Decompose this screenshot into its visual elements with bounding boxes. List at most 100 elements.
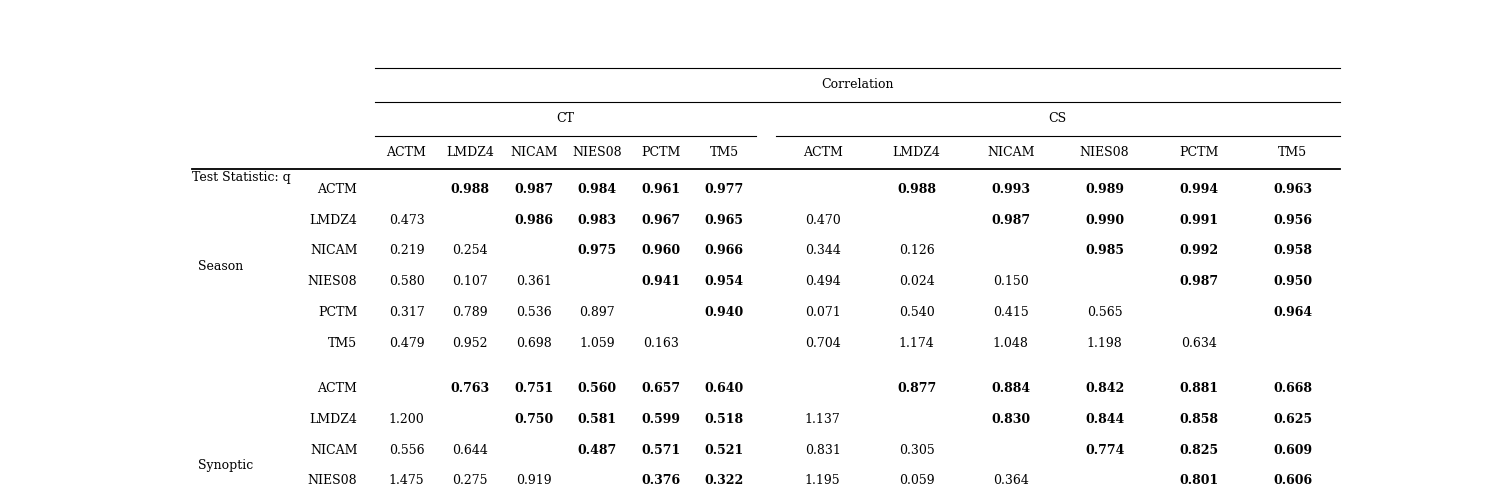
Text: ACTM: ACTM	[318, 382, 358, 395]
Text: 0.919: 0.919	[516, 474, 552, 488]
Text: PCTM: PCTM	[641, 146, 680, 159]
Text: 0.751: 0.751	[514, 382, 553, 395]
Text: 0.830: 0.830	[992, 413, 1030, 426]
Text: 0.640: 0.640	[705, 382, 744, 395]
Text: LMDZ4: LMDZ4	[310, 214, 358, 226]
Text: 0.987: 0.987	[514, 183, 553, 196]
Text: 0.941: 0.941	[641, 275, 680, 288]
Text: 0.986: 0.986	[514, 214, 553, 226]
Text: 0.950: 0.950	[1273, 275, 1312, 288]
Text: 0.322: 0.322	[705, 474, 744, 488]
Text: 0.844: 0.844	[1085, 413, 1124, 426]
Text: 0.881: 0.881	[1179, 382, 1218, 395]
Text: 0.606: 0.606	[1273, 474, 1312, 488]
Text: 0.831: 0.831	[805, 444, 841, 457]
Text: 0.518: 0.518	[705, 413, 744, 426]
Text: 1.475: 1.475	[389, 474, 425, 488]
Text: TM5: TM5	[328, 337, 358, 350]
Text: NICAM: NICAM	[987, 146, 1035, 159]
Text: 0.609: 0.609	[1273, 444, 1312, 457]
Text: 0.801: 0.801	[1179, 474, 1218, 488]
Text: 0.657: 0.657	[641, 382, 680, 395]
Text: 0.960: 0.960	[641, 244, 680, 258]
Text: 0.344: 0.344	[805, 244, 841, 258]
Text: 0.964: 0.964	[1273, 306, 1312, 319]
Text: PCTM: PCTM	[318, 306, 358, 319]
Text: 0.415: 0.415	[993, 306, 1029, 319]
Text: 1.137: 1.137	[805, 413, 841, 426]
Text: 0.698: 0.698	[516, 337, 552, 350]
Text: NICAM: NICAM	[310, 244, 358, 258]
Text: 0.150: 0.150	[993, 275, 1029, 288]
Text: 0.991: 0.991	[1179, 214, 1218, 226]
Text: PCTM: PCTM	[1179, 146, 1218, 159]
Text: NIES08: NIES08	[307, 275, 358, 288]
Text: 0.842: 0.842	[1085, 382, 1124, 395]
Text: 0.993: 0.993	[992, 183, 1030, 196]
Text: 0.581: 0.581	[577, 413, 617, 426]
Text: 0.825: 0.825	[1179, 444, 1218, 457]
Text: 0.644: 0.644	[452, 444, 488, 457]
Text: 0.163: 0.163	[643, 337, 678, 350]
Text: 0.940: 0.940	[705, 306, 744, 319]
Text: 0.988: 0.988	[450, 183, 489, 196]
Text: 0.565: 0.565	[1087, 306, 1123, 319]
Text: 0.470: 0.470	[805, 214, 841, 226]
Text: 0.994: 0.994	[1179, 183, 1218, 196]
Text: 0.126: 0.126	[899, 244, 935, 258]
Text: 0.967: 0.967	[641, 214, 680, 226]
Text: 0.473: 0.473	[389, 214, 425, 226]
Text: 0.984: 0.984	[577, 183, 617, 196]
Text: 1.059: 1.059	[580, 337, 614, 350]
Text: 0.479: 0.479	[389, 337, 425, 350]
Text: 0.599: 0.599	[641, 413, 680, 426]
Text: 0.305: 0.305	[899, 444, 935, 457]
Text: NIES08: NIES08	[307, 474, 358, 488]
Text: 0.571: 0.571	[641, 444, 680, 457]
Text: 0.958: 0.958	[1273, 244, 1312, 258]
Text: 0.965: 0.965	[705, 214, 744, 226]
Text: Synoptic: Synoptic	[198, 459, 253, 472]
Text: 0.540: 0.540	[899, 306, 935, 319]
Text: ACTM: ACTM	[318, 183, 358, 196]
Text: 0.763: 0.763	[450, 382, 489, 395]
Text: 0.521: 0.521	[705, 444, 744, 457]
Text: 0.774: 0.774	[1085, 444, 1124, 457]
Text: 0.634: 0.634	[1181, 337, 1217, 350]
Text: 0.884: 0.884	[992, 382, 1030, 395]
Text: NICAM: NICAM	[310, 444, 358, 457]
Text: 0.536: 0.536	[516, 306, 552, 319]
Text: 1.200: 1.200	[389, 413, 425, 426]
Text: 0.858: 0.858	[1179, 413, 1218, 426]
Text: 0.988: 0.988	[898, 183, 936, 196]
Text: 0.877: 0.877	[898, 382, 936, 395]
Text: 0.789: 0.789	[452, 306, 488, 319]
Text: 0.275: 0.275	[452, 474, 488, 488]
Text: 0.376: 0.376	[641, 474, 680, 488]
Text: 0.556: 0.556	[389, 444, 425, 457]
Text: 0.487: 0.487	[577, 444, 617, 457]
Text: 1.198: 1.198	[1087, 337, 1123, 350]
Text: ACTM: ACTM	[386, 146, 426, 159]
Text: 0.956: 0.956	[1273, 214, 1312, 226]
Text: CT: CT	[556, 112, 574, 125]
Text: 0.987: 0.987	[992, 214, 1030, 226]
Text: 0.364: 0.364	[993, 474, 1029, 488]
Text: 0.954: 0.954	[705, 275, 744, 288]
Text: Season: Season	[198, 260, 243, 273]
Text: NIES08: NIES08	[1079, 146, 1130, 159]
Text: 1.195: 1.195	[805, 474, 841, 488]
Text: Correlation: Correlation	[822, 79, 893, 91]
Text: 0.494: 0.494	[805, 275, 841, 288]
Text: 0.059: 0.059	[899, 474, 935, 488]
Text: LMDZ4: LMDZ4	[893, 146, 941, 159]
Text: 0.977: 0.977	[705, 183, 744, 196]
Text: 0.990: 0.990	[1085, 214, 1124, 226]
Text: 0.704: 0.704	[805, 337, 841, 350]
Text: Test Statistic: q: Test Statistic: q	[192, 171, 291, 184]
Text: 0.963: 0.963	[1273, 183, 1312, 196]
Text: 0.983: 0.983	[577, 214, 617, 226]
Text: 1.048: 1.048	[993, 337, 1029, 350]
Text: 0.560: 0.560	[577, 382, 617, 395]
Text: LMDZ4: LMDZ4	[310, 413, 358, 426]
